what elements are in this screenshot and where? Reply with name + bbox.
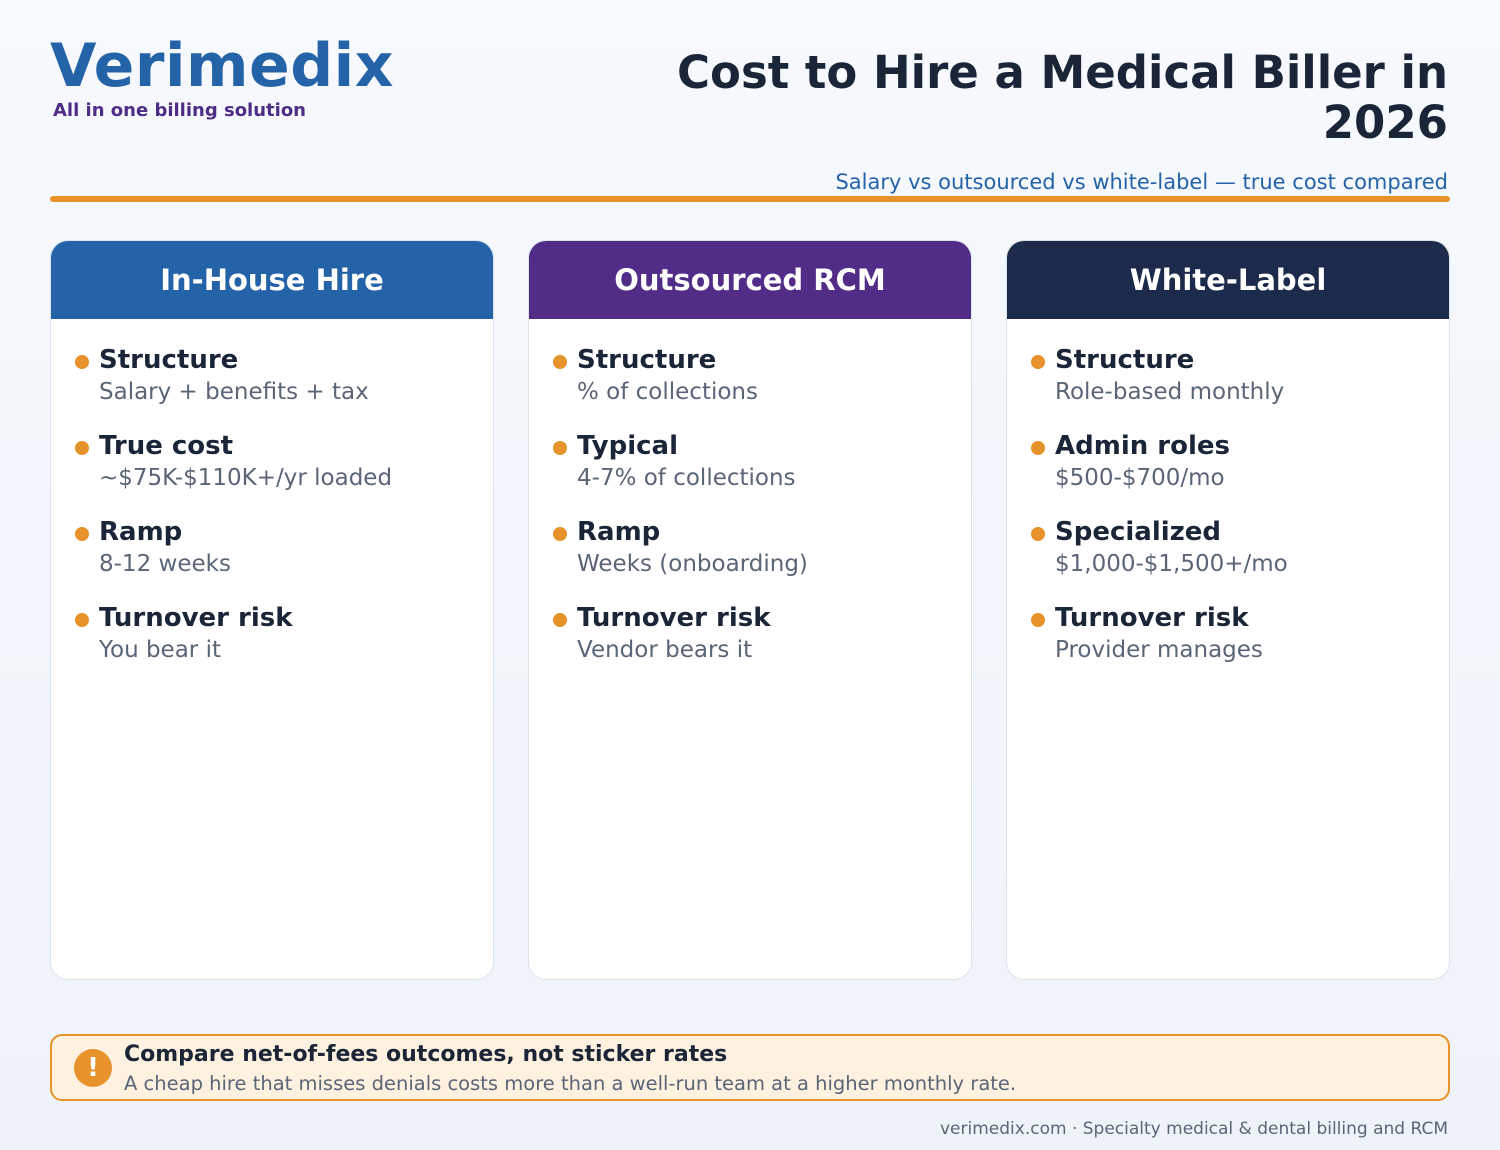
card-header: White-Label	[1007, 241, 1449, 319]
item-value: Role-based monthly	[1055, 379, 1285, 405]
bullet-icon	[75, 441, 89, 455]
item-value: 4-7% of collections	[577, 465, 796, 491]
bullet-icon	[75, 355, 89, 369]
page-subtitle: Salary vs outsourced vs white-label — tr…	[835, 170, 1448, 194]
item-value: $500-$700/mo	[1055, 465, 1225, 491]
list-item: Turnover risk You bear it	[73, 601, 471, 665]
bullet-icon	[1031, 355, 1045, 369]
list-item: Turnover risk Vendor bears it	[551, 601, 949, 665]
footer-text: verimedix.com · Specialty medical & dent…	[940, 1119, 1448, 1139]
bullet-icon	[553, 441, 567, 455]
bullet-icon	[1031, 441, 1045, 455]
brand: Verimedix All in one billing solution	[50, 32, 394, 121]
list-item: True cost ~$75K-$110K+/yr loaded	[73, 429, 471, 493]
list-item: Ramp Weeks (onboarding)	[551, 515, 949, 579]
item-label: Admin roles	[1055, 431, 1231, 461]
comparison-cards: In-House Hire Structure Salary + benefit…	[50, 240, 1450, 980]
card-white-label: White-Label Structure Role-based monthly…	[1006, 240, 1450, 980]
card-in-house-hire: In-House Hire Structure Salary + benefit…	[50, 240, 494, 980]
list-item: Structure % of collections	[551, 343, 949, 407]
item-value: % of collections	[577, 379, 758, 405]
item-label: Turnover risk	[577, 603, 771, 633]
callout-title: Compare net-of-fees outcomes, not sticke…	[124, 1042, 728, 1067]
callout-note: ! Compare net-of-fees outcomes, not stic…	[50, 1034, 1450, 1101]
item-value: Provider manages	[1055, 637, 1263, 663]
bullet-icon	[75, 613, 89, 627]
item-value: 8-12 weeks	[99, 551, 231, 577]
card-header: In-House Hire	[51, 241, 493, 319]
item-label: Ramp	[577, 517, 661, 547]
bullet-icon	[553, 613, 567, 627]
item-label: Structure	[1055, 345, 1195, 375]
item-label: Ramp	[99, 517, 183, 547]
item-value: Weeks (onboarding)	[577, 551, 808, 577]
list-item: Typical 4-7% of collections	[551, 429, 949, 493]
list-item: Structure Role-based monthly	[1029, 343, 1427, 407]
item-value: Vendor bears it	[577, 637, 753, 663]
callout-text: A cheap hire that misses denials costs m…	[124, 1072, 1017, 1095]
list-item: Structure Salary + benefits + tax	[73, 343, 471, 407]
item-label: Typical	[577, 431, 678, 461]
exclamation-icon: !	[74, 1049, 112, 1087]
brand-name: Verimedix	[50, 31, 394, 101]
item-value: Salary + benefits + tax	[99, 379, 369, 405]
bullet-icon	[553, 355, 567, 369]
item-label: Structure	[577, 345, 717, 375]
item-value: $1,000-$1,500+/mo	[1055, 551, 1288, 577]
bullet-icon	[1031, 613, 1045, 627]
item-value: You bear it	[99, 637, 221, 663]
list-item: Turnover risk Provider manages	[1029, 601, 1427, 665]
item-label: Specialized	[1055, 517, 1222, 547]
bullet-icon	[75, 527, 89, 541]
page-title: Cost to Hire a Medical Biller in 2026	[677, 46, 1448, 149]
list-item: Ramp 8-12 weeks	[73, 515, 471, 579]
item-label: True cost	[99, 431, 234, 461]
item-label: Turnover risk	[1055, 603, 1249, 633]
card-header: Outsourced RCM	[529, 241, 971, 319]
bullet-icon	[1031, 527, 1045, 541]
list-item: Admin roles $500-$700/mo	[1029, 429, 1427, 493]
item-label: Structure	[99, 345, 239, 375]
list-item: Specialized $1,000-$1,500+/mo	[1029, 515, 1427, 579]
header-divider	[50, 196, 1450, 202]
card-outsourced-rcm: Outsourced RCM Structure % of collection…	[528, 240, 972, 980]
brand-tagline: All in one billing solution	[53, 100, 306, 121]
bullet-icon	[553, 527, 567, 541]
item-value: ~$75K-$110K+/yr loaded	[99, 465, 393, 491]
item-label: Turnover risk	[99, 603, 293, 633]
